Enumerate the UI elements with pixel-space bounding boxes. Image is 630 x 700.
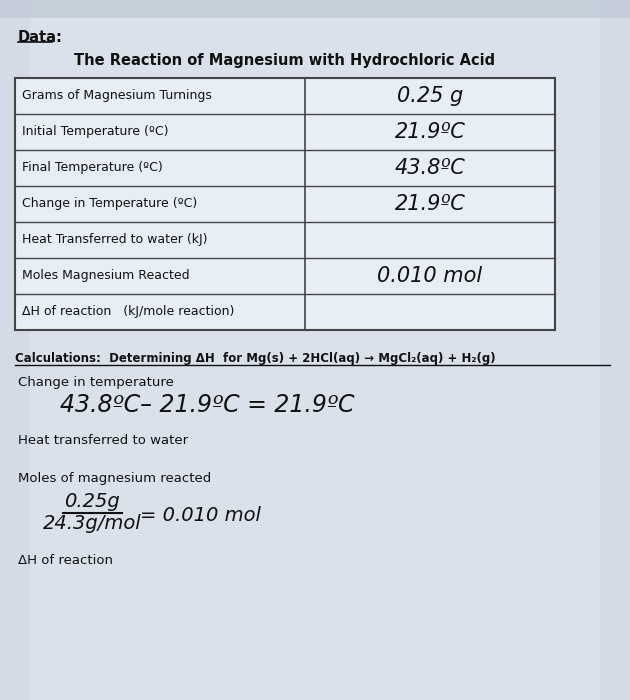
Text: 21.9ºC: 21.9ºC <box>394 122 466 142</box>
Bar <box>15 78 555 330</box>
Text: ΔH of reaction: ΔH of reaction <box>18 554 113 567</box>
Text: 21.9ºC: 21.9ºC <box>394 194 466 214</box>
Text: = 0.010 mol: = 0.010 mol <box>140 506 261 525</box>
Text: Initial Temperature (ºC): Initial Temperature (ºC) <box>22 125 168 139</box>
Text: Moles of magnesium reacted: Moles of magnesium reacted <box>18 472 211 485</box>
Text: Moles Magnesium Reacted: Moles Magnesium Reacted <box>22 270 190 283</box>
Bar <box>15 78 555 330</box>
Bar <box>0 0 630 18</box>
Text: 24.3g/mol: 24.3g/mol <box>43 514 141 533</box>
Text: Grams of Magnesium Turnings: Grams of Magnesium Turnings <box>22 90 212 102</box>
Text: 43.8ºC– 21.9ºC = 21.9ºC: 43.8ºC– 21.9ºC = 21.9ºC <box>60 393 355 417</box>
Text: 0.25g: 0.25g <box>64 492 120 511</box>
Text: Final Temperature (ºC): Final Temperature (ºC) <box>22 162 163 174</box>
Text: 0.010 mol: 0.010 mol <box>377 266 483 286</box>
Text: The Reaction of Magnesium with Hydrochloric Acid: The Reaction of Magnesium with Hydrochlo… <box>74 53 496 68</box>
Text: Change in Temperature (ºC): Change in Temperature (ºC) <box>22 197 197 211</box>
Text: 43.8ºC: 43.8ºC <box>394 158 466 178</box>
Text: 0.25 g: 0.25 g <box>397 86 463 106</box>
Text: ΔH of reaction   (kJ/mole reaction): ΔH of reaction (kJ/mole reaction) <box>22 305 234 318</box>
Text: Calculations:  Determining ΔH  for Mg(s) + 2HCl(aq) → MgCl₂(aq) + H₂(g): Calculations: Determining ΔH for Mg(s) +… <box>15 352 496 365</box>
Text: Data:: Data: <box>18 30 63 45</box>
Text: Heat transferred to water: Heat transferred to water <box>18 434 188 447</box>
Text: Change in temperature: Change in temperature <box>18 376 174 389</box>
Text: Heat Transferred to water (kJ): Heat Transferred to water (kJ) <box>22 234 207 246</box>
